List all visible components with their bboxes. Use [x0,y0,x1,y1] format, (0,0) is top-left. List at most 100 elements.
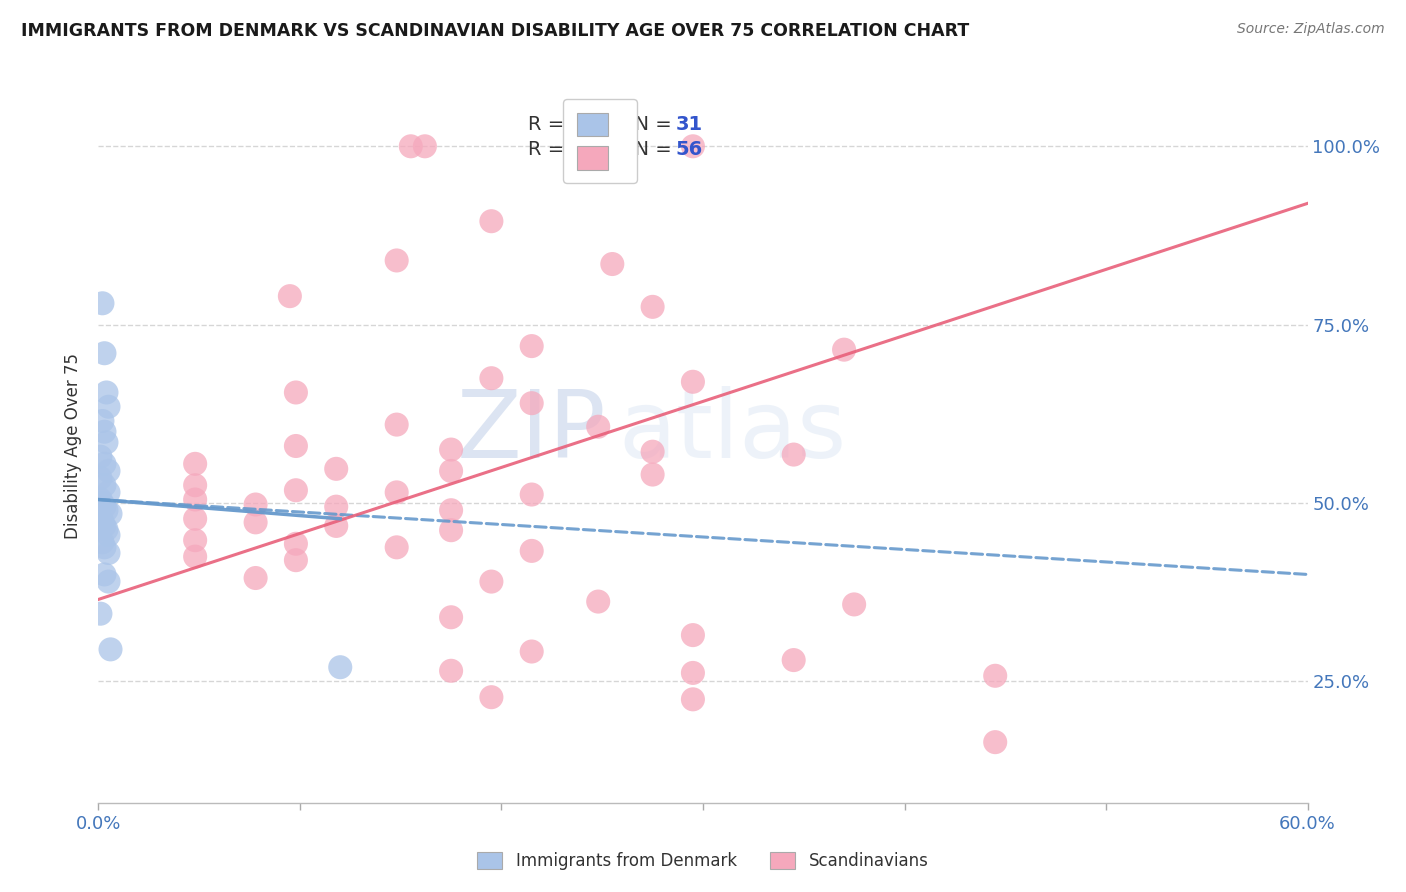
Point [325,519,347,533]
Point [284,553,307,567]
Point [96,503,118,517]
Point [93,519,115,533]
Point [385,417,408,432]
Text: N =: N = [621,140,678,159]
Text: IMMIGRANTS FROM DENMARK VS SCANDINAVIAN DISABILITY AGE OVER 75 CORRELATION CHART: IMMIGRANTS FROM DENMARK VS SCANDINAVIAN … [21,22,969,40]
Point [93,425,115,439]
Text: 31: 31 [675,115,703,134]
Point [245,571,267,585]
Point [91,535,114,549]
Y-axis label: Disability Age Over 75: Disability Age Over 75 [65,353,83,539]
Point [520,487,543,501]
Point [481,371,503,385]
Point [245,498,267,512]
Point [89,607,111,621]
Point [440,523,463,537]
Point [844,598,866,612]
Point [91,496,114,510]
Point [93,541,115,555]
Point [832,343,855,357]
Text: 56: 56 [675,140,703,159]
Point [91,516,114,530]
Point [984,669,1007,683]
Point [184,533,207,548]
Point [682,692,704,706]
Point [93,500,115,514]
Point [97,574,120,589]
Point [100,507,122,521]
Point [641,467,664,482]
Point [284,385,307,400]
Point [284,483,307,498]
Point [682,665,704,680]
Point [89,471,111,485]
Point [481,214,503,228]
Point [586,419,609,434]
Point [385,253,408,268]
Point [520,644,543,658]
Point [97,464,120,478]
Point [93,478,115,492]
Point [325,462,347,476]
Legend: Immigrants from Denmark, Scandinavians: Immigrants from Denmark, Scandinavians [471,845,935,877]
Point [481,574,503,589]
Point [89,450,111,464]
Point [93,567,115,582]
Point [97,528,120,542]
Point [184,512,207,526]
Point [184,457,207,471]
Point [184,492,207,507]
Point [91,414,114,428]
Point [682,628,704,642]
Point [96,523,118,537]
Point [440,442,463,457]
Point [91,296,114,310]
Point [96,385,118,400]
Point [399,139,422,153]
Point [97,546,120,560]
Text: -0.047: -0.047 [564,115,627,134]
Point [329,660,352,674]
Point [602,257,624,271]
Point [89,512,111,526]
Point [783,653,806,667]
Point [520,544,543,558]
Point [520,396,543,410]
Text: R =: R = [527,115,571,134]
Text: Source: ZipAtlas.com: Source: ZipAtlas.com [1237,22,1385,37]
Point [440,503,463,517]
Text: 0.374: 0.374 [564,140,626,159]
Text: atlas: atlas [619,385,846,478]
Point [100,642,122,657]
Point [184,549,207,564]
Point [96,435,118,450]
Point [97,485,120,500]
Point [245,516,267,530]
Point [385,485,408,500]
Point [284,537,307,551]
Point [586,594,609,608]
Point [984,735,1007,749]
Point [682,139,704,153]
Point [93,457,115,471]
Point [440,610,463,624]
Point [641,300,664,314]
Point [440,464,463,478]
Point [89,492,111,507]
Point [783,448,806,462]
Point [413,139,436,153]
Point [385,541,408,555]
Point [682,375,704,389]
Point [97,400,120,414]
Point [440,664,463,678]
Point [481,690,503,705]
Legend: , : , [564,99,637,184]
Text: R =: R = [527,140,571,159]
Point [278,289,301,303]
Text: ZIP: ZIP [457,385,606,478]
Point [284,439,307,453]
Text: N =: N = [621,115,678,134]
Point [93,346,115,360]
Point [325,500,347,514]
Point [184,478,207,492]
